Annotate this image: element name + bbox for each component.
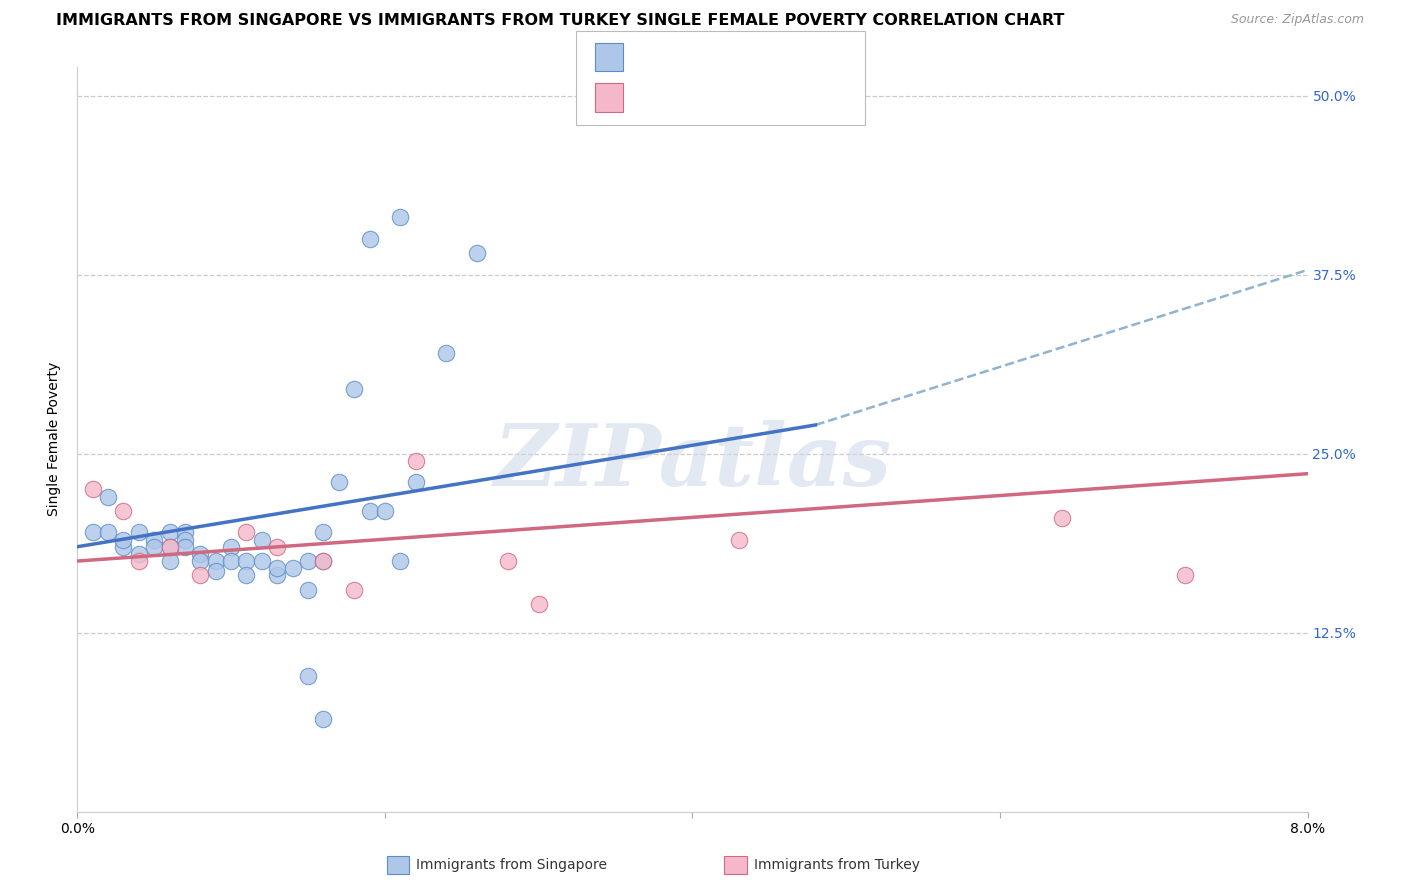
Point [527, 597, 550, 611]
Point [190, 568, 212, 582]
Point [389, 554, 412, 568]
Point [328, 475, 350, 490]
Point [128, 547, 150, 561]
Point [281, 561, 304, 575]
Point [235, 554, 257, 568]
Point [159, 540, 181, 554]
Point [312, 525, 335, 540]
Point [190, 554, 212, 568]
Text: R = 0.206: R = 0.206 [631, 48, 714, 66]
Point [436, 346, 458, 360]
Point [82, 483, 104, 497]
Point [1174, 568, 1197, 582]
Point [405, 475, 427, 490]
Point [128, 554, 150, 568]
Point [159, 540, 181, 554]
Point [343, 582, 366, 597]
Point [496, 554, 519, 568]
Point [297, 668, 319, 682]
Text: R = 0.370: R = 0.370 [631, 88, 714, 106]
Point [219, 554, 242, 568]
Point [465, 246, 488, 260]
Point [359, 232, 381, 246]
Point [312, 712, 335, 726]
Text: Immigrants from Turkey: Immigrants from Turkey [754, 858, 920, 872]
Text: N = 15: N = 15 [759, 88, 821, 106]
Point [143, 533, 166, 547]
Point [159, 525, 181, 540]
Point [174, 525, 197, 540]
Point [219, 540, 242, 554]
Point [374, 504, 396, 518]
Point [250, 533, 273, 547]
Point [112, 504, 135, 518]
Point [97, 490, 120, 504]
Point [266, 561, 288, 575]
Point [727, 533, 749, 547]
Text: Immigrants from Singapore: Immigrants from Singapore [416, 858, 607, 872]
Point [112, 540, 135, 554]
Point [405, 454, 427, 468]
Point [266, 568, 288, 582]
Text: N = 44: N = 44 [759, 48, 821, 66]
Y-axis label: Single Female Poverty: Single Female Poverty [48, 362, 62, 516]
Point [1050, 511, 1073, 525]
Point [235, 525, 257, 540]
Point [82, 525, 104, 540]
Point [159, 554, 181, 568]
Point [204, 564, 226, 578]
Point [235, 568, 257, 582]
Point [174, 540, 197, 554]
Point [190, 547, 212, 561]
Point [128, 525, 150, 540]
Point [359, 504, 381, 518]
Point [389, 211, 412, 225]
Point [266, 540, 288, 554]
Point [143, 540, 166, 554]
Point [112, 533, 135, 547]
Text: ZIPatlas: ZIPatlas [494, 420, 891, 503]
Point [297, 582, 319, 597]
Point [250, 554, 273, 568]
Text: IMMIGRANTS FROM SINGAPORE VS IMMIGRANTS FROM TURKEY SINGLE FEMALE POVERTY CORREL: IMMIGRANTS FROM SINGAPORE VS IMMIGRANTS … [56, 13, 1064, 29]
Point [312, 554, 335, 568]
Point [343, 382, 366, 396]
Text: Source: ZipAtlas.com: Source: ZipAtlas.com [1230, 13, 1364, 27]
Point [204, 554, 226, 568]
Point [97, 525, 120, 540]
Point [312, 554, 335, 568]
Point [297, 554, 319, 568]
Point [174, 533, 197, 547]
